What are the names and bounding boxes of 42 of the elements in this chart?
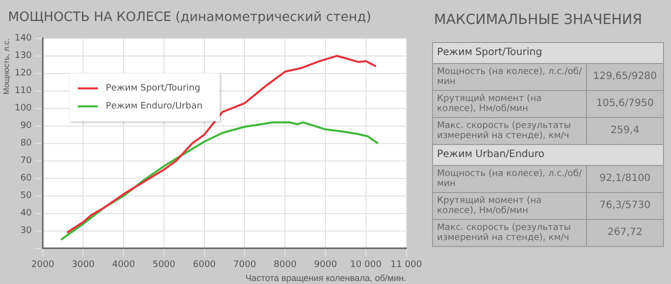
x-tick-label: 5000: [152, 260, 176, 270]
y-tick-label: 80: [20, 138, 32, 149]
category-label: Крутящий момент (на колесе), Нм/об/мин: [432, 192, 586, 220]
text: 76,3/5730: [599, 200, 651, 211]
y-tick-label: 70: [20, 156, 32, 166]
y-tick-label: 50: [20, 191, 32, 202]
x-tick-label: 3000: [72, 260, 95, 270]
x-tick-label: 2000: [31, 260, 55, 270]
y-tick-label: 60: [20, 174, 32, 184]
x-tick-label: 4000: [112, 260, 136, 270]
category-label: Макс. скорость (результаты измерений на стенде), км/ч: [432, 118, 586, 144]
y-tick-label: 90: [20, 121, 32, 132]
category-label: Режим Sport/Touring: [432, 42, 664, 64]
category-label: Режим Urban/Enduro: [432, 144, 664, 166]
y-tick-label: 110: [14, 86, 32, 96]
category-label: Макс. скорость (результаты измерений на стенде), км/ч: [432, 220, 586, 246]
legend-label: Режим Enduro/Urban: [106, 102, 202, 112]
y-tick-label: 140: [14, 34, 32, 44]
text: 129,65/9280: [593, 71, 657, 82]
category-label: Крутящий момент (на колесе), Нм/об/мин: [432, 90, 586, 118]
x-tick-label: 10 000: [350, 260, 382, 270]
text: 105,6/7950: [596, 98, 654, 109]
x-tick-label: 7000: [233, 260, 256, 270]
category-label: Мощность (на колесе), л.с./об/мин: [432, 64, 586, 90]
x-tick-label: 6000: [192, 260, 216, 270]
y-tick-label: 40: [20, 208, 32, 219]
text: МАКСИМАЛЬНЫЕ ЗНАЧЕНИЯ: [434, 12, 644, 28]
category-label: Мощность (на колесе), л.с./об/мин: [432, 166, 586, 192]
text: 92,1/8100: [599, 173, 651, 184]
y-axis-title: Мощность, л.с.: [2, 38, 12, 94]
text: 259,4: [610, 125, 640, 136]
legend-label: Режим Sport/Touring: [106, 84, 200, 94]
x-tick-label: 9000: [314, 260, 338, 270]
x-axis-title: Частота вращения коленвала, об/мин.: [246, 273, 406, 284]
x-tick-label: 11 000: [390, 260, 422, 270]
y-tick-label: 130: [14, 51, 32, 62]
x-tick-label: 8000: [274, 260, 297, 270]
y-tick-label: 100: [14, 104, 32, 114]
y-tick-label: 120: [14, 68, 32, 79]
y-tick-label: 30: [20, 226, 32, 236]
text: 267,72: [608, 227, 642, 238]
chart-title: МОЩНОСТЬ НА КОЛЕСЕ (динамометрический стенд): [8, 10, 372, 25]
